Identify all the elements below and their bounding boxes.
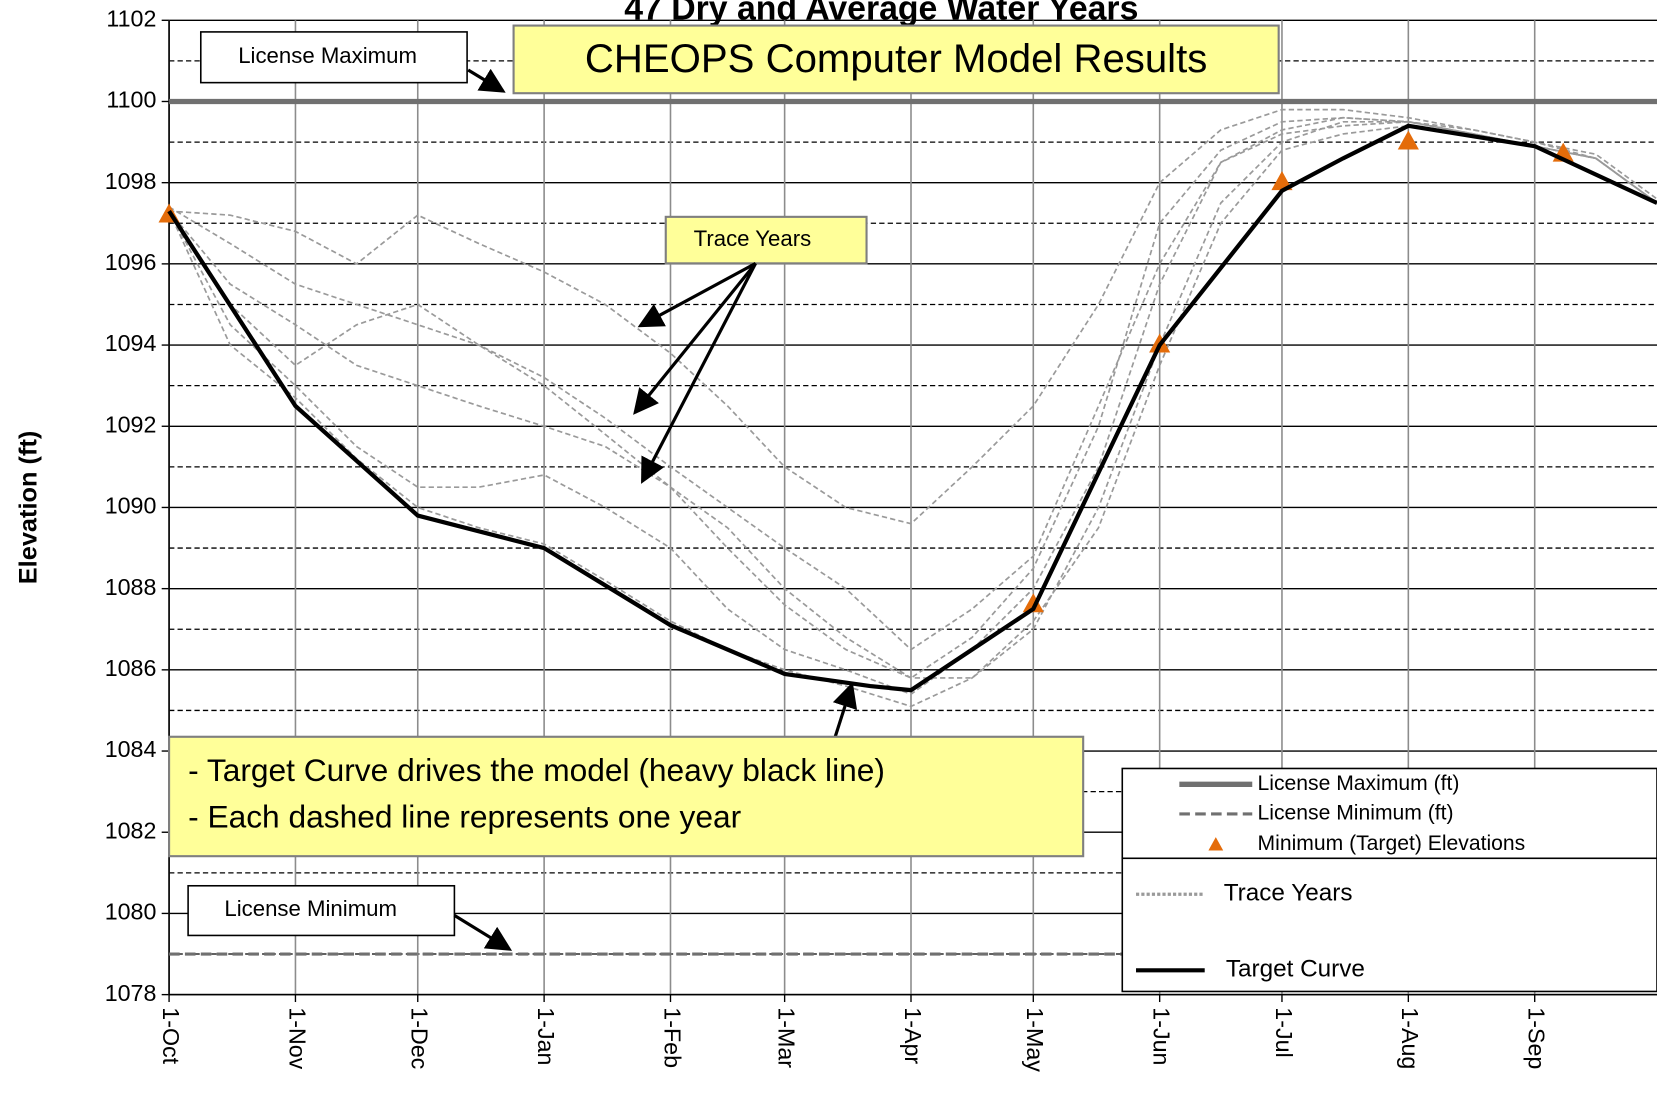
legend-label: Minimum (Target) Elevations bbox=[1258, 832, 1526, 855]
y-tick-label: 1080 bbox=[105, 899, 157, 925]
legend-label: License Minimum (ft) bbox=[1258, 801, 1454, 824]
annotation: CHEOPS Computer Model Results bbox=[585, 36, 1207, 81]
y-tick-label: 1092 bbox=[105, 411, 157, 437]
y-tick-label: 1090 bbox=[105, 493, 157, 519]
annotation: Trace Years bbox=[694, 226, 812, 251]
y-tick-label: 1082 bbox=[105, 817, 157, 843]
legend-box bbox=[1121, 857, 1657, 993]
trace-line bbox=[169, 108, 1657, 525]
marker bbox=[1397, 130, 1419, 150]
x-tick-label: 1-Aug bbox=[1397, 1007, 1423, 1069]
y-tick-label: 1094 bbox=[105, 330, 157, 356]
legend-label: License Maximum (ft) bbox=[1258, 772, 1460, 795]
trace-line bbox=[168, 116, 1657, 679]
x-tick-label: 1-Mar bbox=[773, 1007, 799, 1068]
annotation-box bbox=[199, 31, 468, 84]
annotation: - Each dashed line represents one year bbox=[188, 799, 742, 835]
marker bbox=[1022, 593, 1044, 613]
arrow bbox=[637, 261, 757, 328]
legend-label: Trace Years bbox=[1224, 880, 1353, 907]
x-tick-label: 1-Jul bbox=[1271, 1007, 1297, 1057]
annotation: License Minimum bbox=[224, 896, 397, 921]
annotation: License Maximum bbox=[238, 43, 417, 68]
y-tick-label: 1096 bbox=[105, 249, 157, 275]
trace-line bbox=[168, 124, 1657, 708]
annotation-box bbox=[664, 215, 868, 265]
arrow bbox=[641, 262, 757, 484]
legend-marker bbox=[1208, 837, 1224, 851]
y-tick-label: 1086 bbox=[105, 655, 157, 681]
annotation-box bbox=[168, 735, 1085, 858]
trace-line bbox=[168, 120, 1657, 696]
trace-line bbox=[168, 120, 1657, 679]
x-tick-label: 1-May bbox=[1022, 1007, 1048, 1072]
x-tick-label: 1-Dec bbox=[407, 1007, 433, 1069]
annotation-box bbox=[187, 884, 456, 937]
series-line bbox=[167, 123, 1657, 693]
arrow bbox=[633, 262, 757, 415]
x-tick-label: 1-Apr bbox=[900, 1007, 926, 1064]
legend-label: Target Curve bbox=[1226, 956, 1365, 983]
annotation: - Target Curve drives the model (heavy b… bbox=[188, 752, 885, 788]
x-tick-label: 1-Sep bbox=[1524, 1007, 1550, 1069]
y-tick-label: 1100 bbox=[106, 87, 156, 113]
x-tick-label: 1-Feb bbox=[659, 1007, 685, 1068]
trace-line bbox=[168, 116, 1657, 651]
annotation-box bbox=[512, 24, 1280, 95]
x-tick-label: 1-Jun bbox=[1149, 1007, 1175, 1065]
y-tick-label: 1088 bbox=[105, 574, 157, 600]
y-axis-label: Elevation (ft) bbox=[14, 431, 42, 585]
marker bbox=[1271, 171, 1293, 191]
y-tick-label: 1102 bbox=[106, 5, 156, 31]
plot bbox=[158, 98, 1657, 956]
arrow bbox=[467, 68, 506, 93]
y-tick-label: 1098 bbox=[105, 168, 157, 194]
x-tick-label: 1-Jan bbox=[533, 1007, 559, 1065]
y-tick-label: 1084 bbox=[105, 736, 157, 762]
x-tick-label: 1-Oct bbox=[158, 1007, 184, 1064]
y-tick-label: 1078 bbox=[105, 980, 157, 1006]
arrow bbox=[453, 914, 513, 951]
legend: License Maximum (ft) License Minimum (ft)… bbox=[1121, 767, 1657, 993]
x-tick-label: 1-Nov bbox=[284, 1007, 310, 1069]
chart-title: 47 Dry and Average Water Years bbox=[624, 0, 1138, 28]
